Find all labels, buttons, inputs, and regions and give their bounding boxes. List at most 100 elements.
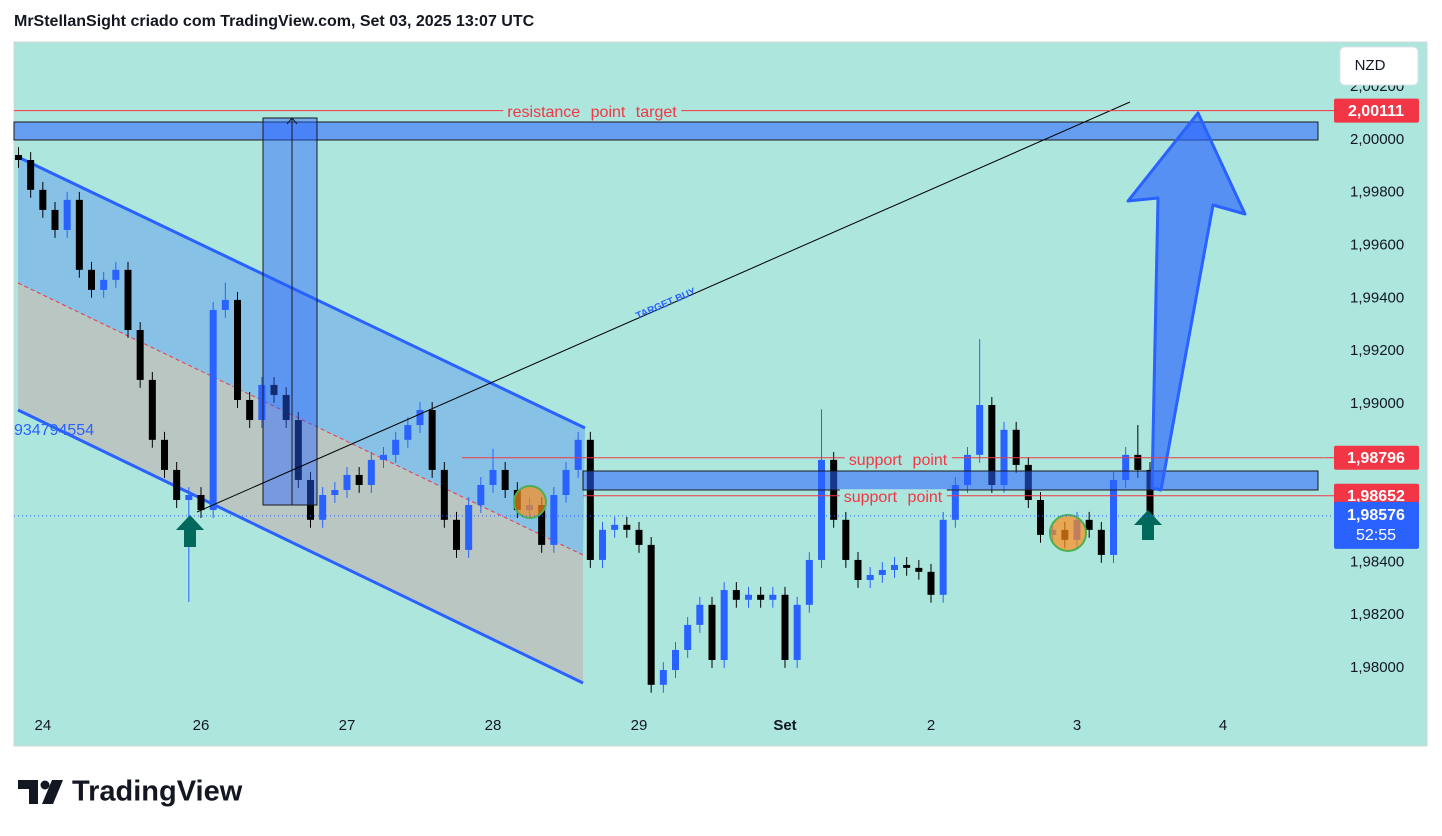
candle-body [331, 489, 339, 496]
y-tick-label: 1,99400 [1350, 289, 1404, 306]
y-tick-label: 1,98400 [1350, 553, 1404, 570]
annotation-background [503, 104, 682, 122]
candle-body [404, 425, 412, 440]
candle-body [1134, 454, 1142, 470]
logo: TradingView [18, 776, 243, 808]
channel-lower-fill [18, 283, 583, 683]
currency-box[interactable] [1339, 46, 1419, 86]
drawings [17, 155, 586, 685]
current-price-label: 1,98576 [1347, 507, 1405, 524]
candle-body [1146, 469, 1154, 516]
candle-body [501, 469, 509, 490]
candle-body [939, 519, 947, 595]
currency-button[interactable]: NZD [1339, 46, 1419, 86]
candle-body [477, 484, 485, 506]
price-label-box [1334, 445, 1419, 470]
candle-body [635, 529, 643, 545]
candle-body [416, 409, 424, 426]
candle-body [915, 567, 923, 572]
price-label-box [1334, 483, 1419, 508]
candle-body [623, 524, 631, 530]
x-tick-label: 26 [193, 717, 210, 734]
x-tick-label: 24 [34, 717, 51, 734]
y-tick-label: 1,99000 [1350, 395, 1404, 412]
x-tick-label: 3 [1073, 717, 1081, 734]
candle-body [951, 484, 959, 520]
candle-body [538, 505, 546, 545]
candle-body [586, 439, 594, 560]
chart-title: MrStellanSight criado com TradingView.co… [14, 13, 535, 30]
candle-body [197, 495, 205, 511]
candle-body [88, 269, 95, 290]
y-tick-label: 1,99200 [1350, 342, 1404, 359]
candle-body [659, 670, 667, 685]
candle-body [380, 454, 387, 460]
candle-body [647, 544, 655, 685]
drawings [13, 101, 1334, 552]
candle-body [161, 439, 168, 470]
y-tick-label: 1,99800 [1350, 184, 1404, 201]
y-tick-label: 1,98000 [1350, 659, 1404, 676]
position-arrowhead [286, 117, 298, 125]
annotation: support point [844, 452, 952, 470]
highlight-circle [513, 485, 547, 519]
candle-body [842, 519, 850, 560]
candle-body [854, 559, 862, 581]
currency-label[interactable]: NZD [1355, 57, 1386, 74]
candle-body [878, 569, 886, 575]
candle-body [173, 469, 181, 501]
candle-body [891, 564, 898, 570]
annotation: 934794554 [14, 422, 94, 439]
candle-body [307, 479, 314, 520]
overlay: 1,980001,982001,984001,986001,988001,990… [14, 78, 1419, 734]
candle-body [453, 519, 460, 550]
candle-body [294, 420, 302, 480]
candle-body [818, 459, 825, 560]
candle-body [136, 330, 144, 380]
candle-body [1097, 529, 1105, 555]
candle-body [964, 454, 971, 485]
x-tick-label: 28 [485, 717, 502, 734]
candle-body [355, 474, 363, 485]
candle-body [574, 439, 582, 470]
candle-body [343, 474, 351, 490]
candle-body [988, 404, 996, 485]
candle-body [234, 299, 241, 400]
candle-body [672, 649, 679, 671]
candle-body [1085, 519, 1093, 530]
channel-lower-line [17, 408, 584, 685]
candle-body [550, 495, 558, 545]
candle-body [1037, 500, 1044, 535]
highlight-circle [1049, 514, 1087, 552]
candle-body [221, 299, 229, 310]
up-arrow-marker [176, 515, 204, 547]
candle-body [27, 160, 35, 190]
channel-upper-fill [18, 157, 585, 555]
candle-body [720, 590, 728, 660]
x-tick-label: 4 [1219, 717, 1227, 734]
x-tick-label: 2 [927, 717, 935, 734]
candle-body [903, 564, 911, 568]
price-label: 2,00111 [1348, 103, 1404, 120]
logo-mark [42, 780, 63, 804]
annotation-text: 934794554 [14, 422, 94, 439]
candle-body [319, 495, 327, 520]
candle-body [696, 604, 704, 625]
y-tick-label: 1,99600 [1350, 237, 1404, 254]
candle-body [745, 594, 752, 600]
candle-body [75, 199, 83, 270]
candle-body [100, 279, 108, 290]
annotation-background [839, 489, 947, 507]
candle-body [282, 394, 290, 421]
candle-body [793, 604, 801, 660]
candle-body [599, 529, 606, 560]
candle-body [209, 309, 217, 511]
candle-body [732, 590, 740, 600]
target-arrow [1126, 111, 1247, 492]
candle-body [440, 469, 448, 520]
candle-body [708, 604, 716, 660]
price-label: 1,98652 [1347, 488, 1405, 505]
candle-body [927, 571, 935, 595]
